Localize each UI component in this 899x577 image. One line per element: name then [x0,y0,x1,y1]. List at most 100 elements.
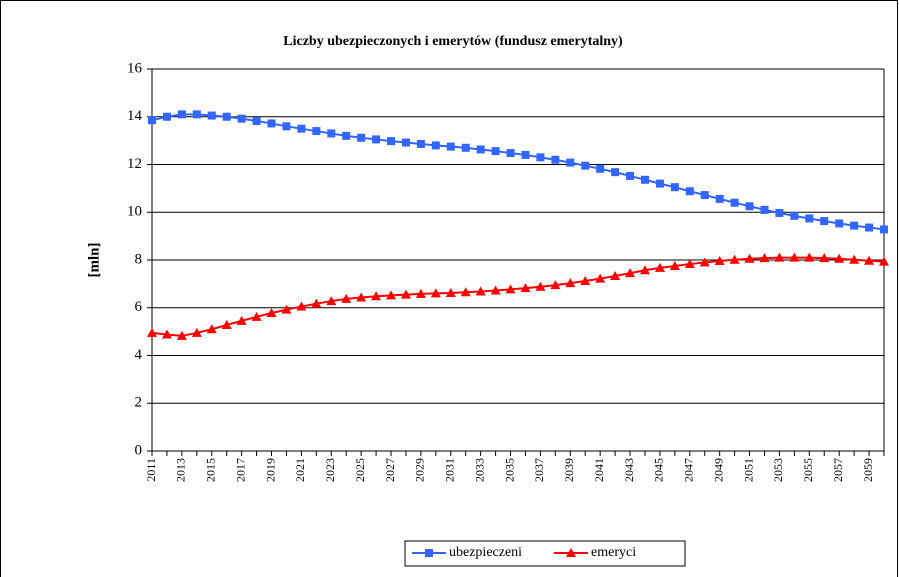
marker [551,155,560,164]
marker [267,119,276,128]
marker [341,293,352,303]
marker [191,327,202,337]
x-tick-label: 2011 [144,458,158,482]
marker [580,276,591,286]
marker [490,285,501,295]
x-tick-label: 2055 [801,458,815,482]
x-tick-label: 2053 [771,458,785,482]
marker [790,211,799,220]
marker [282,122,291,131]
y-axis-label: [mln] [86,243,102,278]
marker [835,219,844,228]
marker [536,153,545,162]
marker [879,256,889,266]
marker [297,124,306,133]
marker [431,141,440,150]
marker [296,301,307,311]
marker [521,150,530,159]
marker [550,280,561,290]
marker [461,143,470,152]
marker [372,135,381,144]
marker [446,142,455,151]
marker [387,137,396,146]
marker [880,225,888,234]
marker [222,112,231,121]
marker [147,327,157,337]
y-tick-label: 16 [127,60,143,76]
x-tick-label: 2025 [353,458,367,482]
marker [640,175,649,184]
marker [475,286,486,296]
marker [820,217,829,226]
marker [311,298,322,308]
marker [565,278,576,288]
x-tick-label: 2039 [562,458,576,482]
marker [610,270,621,280]
marker [566,548,576,557]
x-tick-label: 2059 [861,458,875,482]
marker [491,147,500,156]
marker [566,158,575,167]
marker [327,129,336,138]
y-tick-label: 6 [135,299,143,315]
marker [535,281,546,291]
y-tick-label: 12 [127,156,142,172]
marker [775,208,784,217]
marker [654,262,665,272]
y-tick-label: 4 [135,347,143,363]
x-tick-label: 2019 [263,458,277,482]
marker [386,290,397,300]
marker [206,324,217,334]
x-tick-label: 2035 [502,458,516,482]
marker [655,179,664,188]
y-tick-label: 10 [127,204,142,220]
marker [611,168,620,177]
marker [401,138,410,147]
marker [700,191,709,200]
marker [415,288,426,298]
marker [685,187,694,196]
marker [729,254,740,264]
marker [805,214,814,223]
marker [760,205,769,214]
legend-label: ubezpieczeni [449,545,522,560]
y-tick-label: 14 [127,108,143,124]
marker [774,252,785,262]
marker [789,252,800,262]
marker [669,260,680,270]
x-tick-label: 2027 [383,458,397,482]
x-tick-label: 2037 [532,458,546,482]
marker [342,131,351,140]
x-tick-label: 2029 [413,458,427,482]
x-tick-label: 2031 [443,458,457,482]
marker [460,287,471,297]
marker [595,273,606,283]
marker [425,549,433,557]
marker [326,296,337,306]
marker [161,329,172,339]
x-tick-label: 2051 [741,458,755,482]
marker [148,116,156,125]
marker [177,110,186,119]
marker [834,253,845,263]
y-tick-label: 8 [135,251,143,267]
x-tick-label: 2045 [652,458,666,482]
marker [237,114,246,123]
marker [236,315,247,325]
marker [730,198,739,207]
marker [312,127,321,136]
x-tick-label: 2013 [174,458,188,482]
x-tick-label: 2043 [622,458,636,482]
marker [626,171,635,180]
marker [714,255,725,265]
marker [520,283,531,293]
marker [819,253,830,263]
marker [252,117,261,126]
marker [505,284,516,294]
marker [162,112,171,121]
marker [745,202,754,211]
marker [639,265,650,275]
x-tick-label: 2047 [682,458,696,482]
